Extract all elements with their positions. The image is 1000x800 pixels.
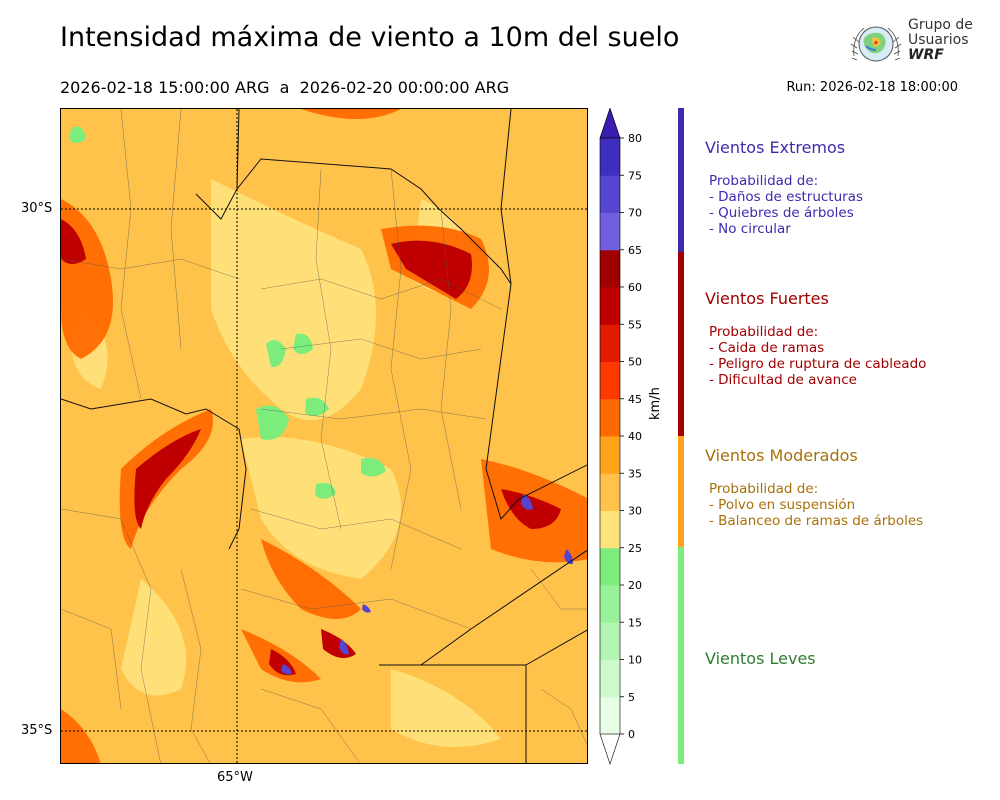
run-time: Run: 2026-02-18 18:00:00 [786, 80, 958, 95]
colorbar-tick-label: 15 [628, 616, 642, 629]
grupo-usuarios-wrf-logo: Grupo de Usuarios WRF [848, 16, 978, 74]
colorbar-bin [600, 175, 620, 213]
colorbar-bin [600, 324, 620, 362]
lat-label-30s: 30°S [21, 201, 53, 216]
colorbar-bin [600, 659, 620, 698]
colorbar-tick-label: 25 [628, 542, 642, 555]
colorbar-unit-label: km/h [648, 387, 663, 420]
colorbar-bin [600, 287, 620, 325]
wind-light-areas [69, 126, 386, 499]
globe-icon [850, 26, 902, 62]
desc-line: - Polvo en suspensión [709, 497, 856, 513]
colorbar-bin [600, 138, 620, 176]
colorbar-bin [600, 249, 620, 288]
colorbar-graphic: 0 5 10 15 20 25 30 35 40 45 50 55 60 65 70 75 80 [599, 107, 642, 765]
colorbar-tick-label: 55 [628, 318, 642, 331]
colorbar-bin [600, 361, 620, 400]
colorbar-bin [600, 436, 620, 474]
colorbar-tick-label: 20 [628, 579, 642, 592]
wind-extreme-areas [281, 494, 573, 675]
category-extreme-desc: Probabilidad de: - Daños de estructuras … [705, 173, 863, 237]
category-moderate-title: Vientos Moderados [705, 446, 858, 465]
colorbar-tick-label: 40 [628, 430, 642, 443]
chart-title: Intensidad máxima de viento a 10m del su… [60, 22, 680, 53]
logo-line-1: Grupo de [908, 17, 973, 33]
colorbar-tick-label: 0 [628, 728, 635, 741]
category-strong-title: Vientos Fuertes [705, 289, 829, 308]
wind-map [60, 108, 588, 764]
colorbar-tick-label: 30 [628, 505, 642, 518]
desc-line: - No circular [709, 221, 791, 237]
colorbar-bin [600, 585, 620, 623]
colorbar-tick-label: 50 [628, 356, 642, 369]
colorbar-tick-label: 75 [628, 169, 642, 182]
category-strong-desc: Probabilidad de: - Caida de ramas - Peli… [705, 324, 926, 388]
logo-line-3: WRF [908, 47, 944, 63]
desc-line: Probabilidad de: [709, 173, 819, 189]
desc-line: - Quiebres de árboles [709, 205, 854, 221]
category-extreme: Vientos Extremos Probabilidad de: - Daño… [705, 138, 863, 237]
category-extreme-title: Vientos Extremos [705, 138, 846, 157]
category-bar-light [678, 547, 684, 764]
category-bar-extreme [678, 108, 684, 252]
desc-line: - Daños de estructuras [709, 189, 864, 205]
category-light: Vientos Leves [705, 649, 816, 684]
desc-line: - Balanceo de ramas de árboles [709, 513, 924, 529]
desc-line: - Dificultad de avance [709, 372, 857, 388]
colorbar-bin [600, 473, 620, 511]
lon-label-65w: 65°W [217, 770, 253, 785]
colorbar-bin [600, 696, 620, 735]
colorbar-tick-label: 80 [628, 132, 642, 145]
colorbar-tick-label: 35 [628, 467, 642, 480]
desc-line: - Caida de ramas [709, 340, 825, 356]
department-boundaries [61, 109, 587, 763]
category-moderate: Vientos Moderados Probabilidad de: - Pol… [705, 446, 923, 529]
colorbar-bin [600, 547, 620, 586]
category-bar-strong [678, 252, 684, 436]
category-bar-moderate [678, 436, 684, 547]
colorbar-bin [600, 212, 620, 251]
colorbar-under-arrow [599, 733, 621, 765]
category-light-title: Vientos Leves [705, 649, 816, 668]
colorbar-tick-label: 65 [628, 244, 642, 257]
colorbar-tick-label: 60 [628, 281, 642, 294]
colorbar-bin [600, 510, 620, 549]
colorbar-tick-label: 5 [628, 691, 635, 704]
colorbar-bin [600, 398, 620, 437]
desc-line: - Peligro de ruptura de cableado [709, 356, 927, 372]
desc-line: Probabilidad de: [709, 324, 819, 340]
category-moderate-desc: Probabilidad de: - Polvo en suspensión -… [705, 481, 923, 529]
lat-label-35s: 35°S [21, 723, 53, 738]
logo-line-2: Usuarios [908, 32, 969, 48]
category-strong: Vientos Fuertes Probabilidad de: - Caida… [705, 289, 926, 388]
desc-line: Probabilidad de: [709, 481, 819, 497]
wind-field-plot [61, 109, 587, 763]
colorbar-bin [600, 622, 620, 660]
colorbar-tick-label: 45 [628, 393, 642, 406]
colorbar: 0 5 10 15 20 25 30 35 40 45 50 55 60 65 70 75 80 [598, 107, 668, 768]
colorbar-over-arrow [599, 107, 621, 139]
colorbar-tick-label: 10 [628, 654, 642, 667]
colorbar-tick-label: 70 [628, 207, 642, 220]
valid-time-range: 2026-02-18 15:00:00 ARG a 2026-02-20 00:… [60, 78, 510, 97]
graticule [61, 109, 587, 763]
